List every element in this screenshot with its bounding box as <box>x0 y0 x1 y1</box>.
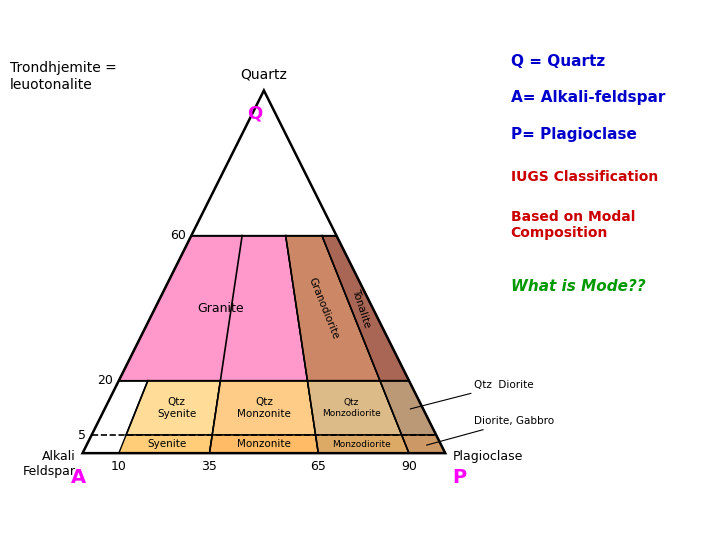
Polygon shape <box>286 235 380 381</box>
Polygon shape <box>210 435 318 453</box>
Text: Quartz: Quartz <box>240 68 287 82</box>
Polygon shape <box>307 381 402 435</box>
Text: Qtz
Syenite: Qtz Syenite <box>157 397 197 418</box>
Text: 35: 35 <box>202 461 217 474</box>
Text: IUGS Classification: IUGS Classification <box>510 170 658 184</box>
Text: Diorite, Gabbro: Diorite, Gabbro <box>426 416 554 445</box>
Text: 90: 90 <box>401 461 417 474</box>
Text: What is Mode??: What is Mode?? <box>510 279 645 294</box>
Polygon shape <box>126 381 220 435</box>
Text: Q = Quartz: Q = Quartz <box>510 54 605 69</box>
Text: Granodiorite: Granodiorite <box>307 276 341 340</box>
Text: Syenite: Syenite <box>147 439 186 449</box>
Text: A= Alkali-feldspar: A= Alkali-feldspar <box>510 91 665 105</box>
Text: 5: 5 <box>78 429 86 442</box>
Polygon shape <box>315 435 409 453</box>
Text: Qtz
Monzodiorite: Qtz Monzodiorite <box>322 398 381 417</box>
Text: 65: 65 <box>310 461 326 474</box>
Text: Qtz
Monzonite: Qtz Monzonite <box>237 397 291 418</box>
Polygon shape <box>402 435 445 453</box>
Text: Alkali
Feldspar: Alkali Feldspar <box>22 449 76 477</box>
Text: Trondhjemite =
leuotonalite: Trondhjemite = leuotonalite <box>10 62 117 92</box>
Text: Monzonite: Monzonite <box>237 439 291 449</box>
Text: Based on Modal
Composition: Based on Modal Composition <box>510 210 635 240</box>
Text: Granite: Granite <box>197 301 243 315</box>
Text: 20: 20 <box>97 374 113 387</box>
Polygon shape <box>119 435 212 453</box>
Polygon shape <box>322 235 409 381</box>
Polygon shape <box>380 381 436 435</box>
Text: Plagioclase: Plagioclase <box>452 449 523 463</box>
Text: Tonalite: Tonalite <box>350 287 372 329</box>
Text: 10: 10 <box>111 461 127 474</box>
Text: A: A <box>71 468 86 487</box>
Text: 60: 60 <box>170 229 186 242</box>
Polygon shape <box>119 235 307 381</box>
Text: P: P <box>452 468 467 487</box>
Polygon shape <box>212 381 315 435</box>
Text: Monzodiorite: Monzodiorite <box>332 440 390 449</box>
Text: P= Plagioclase: P= Plagioclase <box>510 127 636 141</box>
Text: Qtz  Diorite: Qtz Diorite <box>410 380 534 409</box>
Text: Q: Q <box>247 105 263 123</box>
